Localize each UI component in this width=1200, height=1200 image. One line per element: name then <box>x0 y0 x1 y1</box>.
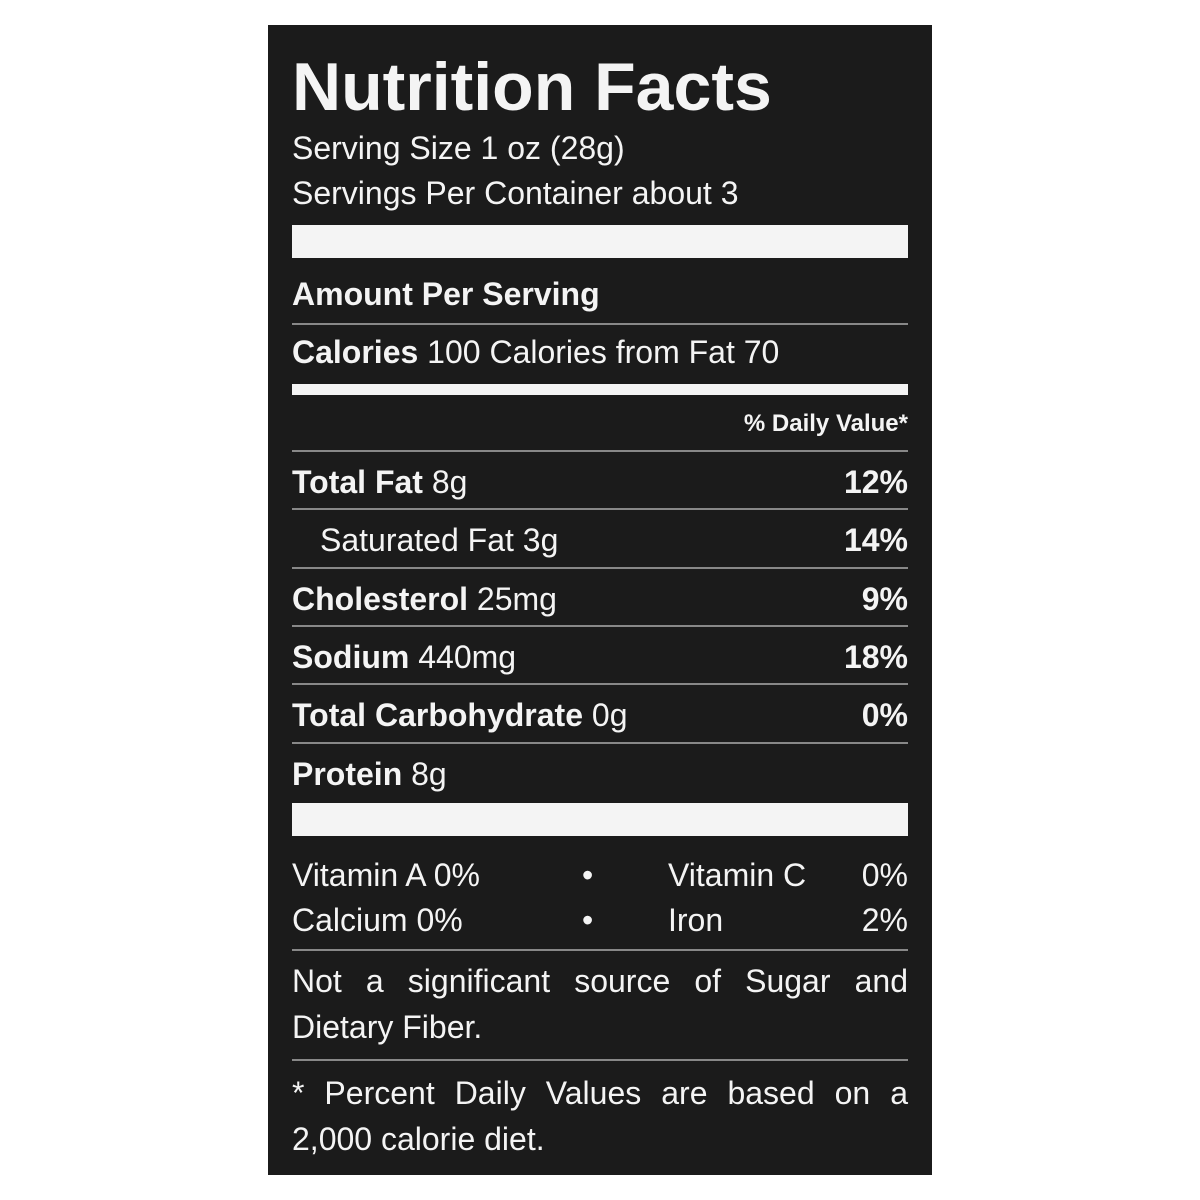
rule <box>292 949 908 951</box>
nutrient-amount: 3g <box>522 522 559 559</box>
rule <box>292 323 908 325</box>
rule <box>292 1059 908 1061</box>
daily-value: 14% <box>843 522 908 559</box>
note: Not a significant source of Sugar and Di… <box>292 963 908 1045</box>
nutrient-row: Protein 8g <box>292 754 908 794</box>
thick-bar <box>292 225 908 258</box>
nutrient-name: Total Carbohydrate <box>292 697 583 734</box>
calories-label: Calories <box>292 334 419 370</box>
daily-value: 9% <box>861 580 908 617</box>
vitamin-name: Vitamin A <box>292 857 425 893</box>
vitamin-row: Calcium 0% • Iron 2% <box>292 900 908 940</box>
nutrient-amount: 25mg <box>476 580 557 617</box>
calories-row: Calories 100 Calories from Fat 70 <box>292 332 908 372</box>
vitamin-value: 0% <box>861 857 908 893</box>
vitamin-name: Calcium <box>292 902 408 938</box>
rule <box>292 683 908 686</box>
nutrient-row: Total Carbohydrate 0g 0% <box>292 695 908 735</box>
daily-value: 12% <box>843 464 908 500</box>
nutrition-label: Nutrition Facts Serving Size 1 oz (28g) … <box>268 25 932 1175</box>
bullet: • <box>582 902 594 938</box>
vitamin-value: 2% <box>861 902 908 938</box>
vitamin-name: Iron <box>668 902 724 938</box>
nutrient-row: Saturated Fat 3g 14% <box>292 520 908 560</box>
thick-bar <box>292 803 908 836</box>
nutrient-amount: 440mg <box>418 638 517 675</box>
daily-value-header: % Daily Value* <box>743 410 908 437</box>
nutrient-amount: 8g <box>431 464 468 500</box>
vitamin-name: Vitamin C <box>668 857 807 893</box>
medium-bar <box>292 384 908 395</box>
footnote: * Percent Daily Values are based on a 2,… <box>292 1075 908 1157</box>
nutrient-name: Total Fat <box>292 464 423 500</box>
amount-per-serving: Amount Per Serving <box>292 276 600 312</box>
calories-from-fat: Calories from Fat 70 <box>489 334 780 370</box>
rule <box>292 450 908 452</box>
vitamin-value: 0% <box>433 857 480 893</box>
calories-value: 100 <box>427 334 481 370</box>
serving-size: Serving Size 1 oz (28g) <box>292 130 625 166</box>
nutrient-name: Saturated Fat <box>320 522 514 559</box>
daily-value: 18% <box>843 638 908 675</box>
rule <box>292 566 908 569</box>
title: Nutrition Facts <box>292 49 772 125</box>
nutrient-row: Total Fat 8g 12% <box>292 462 908 502</box>
rule <box>292 508 908 511</box>
vitamin-row: Vitamin A 0% • Vitamin C 0% <box>292 855 908 895</box>
nutrient-amount: 0g <box>591 697 628 734</box>
nutrient-amount: 8g <box>411 755 447 792</box>
vitamin-value: 0% <box>416 902 463 938</box>
rule <box>292 741 908 744</box>
nutrient-row: Sodium 440mg 18% <box>292 637 908 677</box>
nutrient-name: Protein <box>292 755 403 792</box>
bullet: • <box>582 857 594 893</box>
daily-value: 0% <box>861 697 908 734</box>
rule <box>292 624 908 627</box>
nutrient-name: Sodium <box>292 638 410 675</box>
nutrient-name: Cholesterol <box>292 580 469 617</box>
nutrient-row: Cholesterol 25mg 9% <box>292 579 908 619</box>
servings-per-container: Servings Per Container about 3 <box>292 175 739 211</box>
